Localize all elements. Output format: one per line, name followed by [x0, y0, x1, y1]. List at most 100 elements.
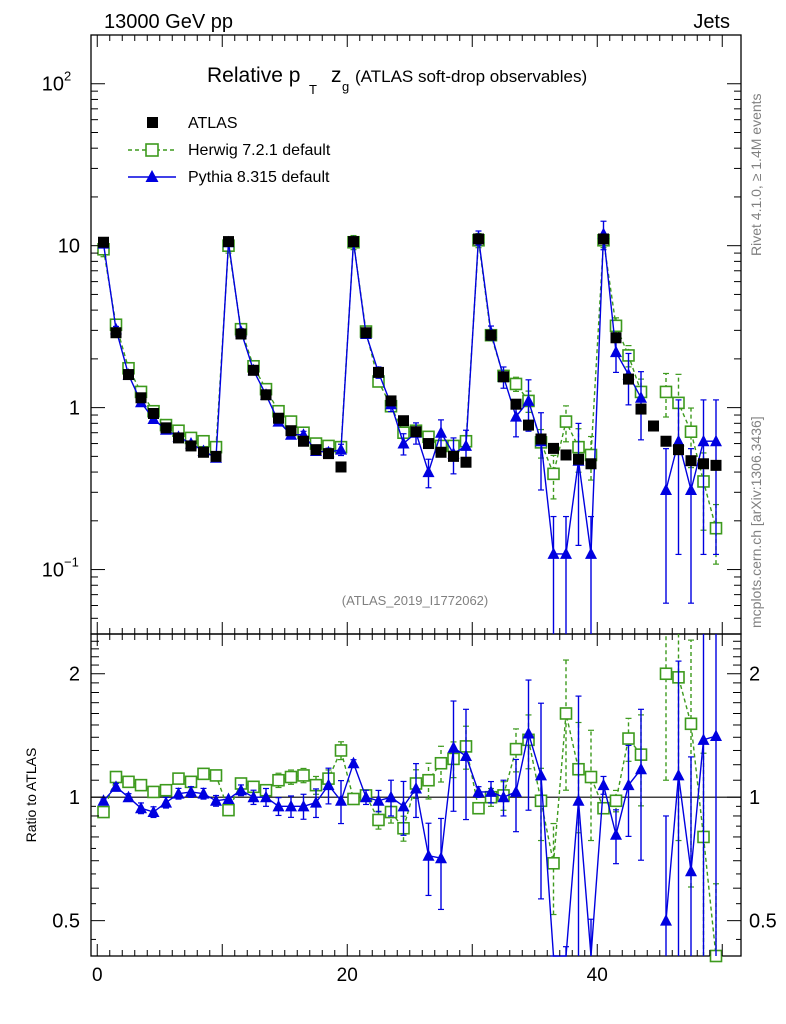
analysis-id: (ATLAS_2019_I1772062)	[342, 593, 488, 608]
herwig-ratio-point	[659, 667, 673, 681]
x-tick-label: 40	[587, 965, 608, 986]
pythia-ratio-point	[435, 851, 447, 864]
herwig-ratio-point	[684, 717, 698, 731]
herwig-ratio-point	[422, 773, 435, 787]
pythia-main-point	[710, 434, 722, 447]
atlas-main-point	[148, 407, 159, 419]
pythia-ratio-point	[472, 785, 485, 797]
pythia-main-point	[460, 439, 472, 451]
atlas-main-point	[110, 327, 122, 339]
atlas-main-point	[573, 453, 584, 465]
pythia-ratio-point	[97, 794, 110, 806]
atlas-main-point	[498, 371, 509, 383]
mcplots-label: mcplots.cern.ch [arXiv:1306.3436]	[748, 416, 764, 628]
pythia-main-point	[610, 345, 622, 358]
atlas-main-point	[298, 435, 309, 447]
herwig-ratio-point	[347, 792, 360, 806]
herwig-main-point	[684, 425, 698, 439]
herwig-ratio-point	[547, 856, 560, 870]
atlas-main-point	[673, 444, 684, 456]
pythia-main-point	[660, 483, 672, 495]
pythia-ratio-point	[110, 780, 122, 792]
atlas-main-point	[260, 389, 272, 401]
pythia-main-point	[522, 394, 535, 406]
legend-label-herwig: Herwig 7.2.1 default	[188, 142, 331, 159]
herwig-ratio-point	[584, 770, 598, 784]
pythia-ratio-point	[297, 799, 310, 812]
herwig-ratio-line	[102, 713, 642, 864]
legend: ATLAS Herwig 7.2.1 default Pythia 8.315 …	[128, 115, 331, 186]
pythia-ratio-point	[210, 794, 222, 806]
pythia-main-point	[435, 426, 447, 438]
herwig-ratio-point	[334, 744, 348, 757]
atlas-main-point	[510, 398, 522, 410]
ratio-y-tick-label: 1	[69, 787, 80, 809]
pythia-ratio-point	[260, 790, 272, 803]
rivet-label: Rivet 4.1.0, ≥ 1.4M events	[748, 93, 764, 256]
atlas-main-series	[98, 233, 722, 473]
pythia-ratio-line	[102, 733, 642, 957]
pythia-ratio-point	[335, 794, 347, 806]
atlas-main-point	[535, 433, 547, 445]
atlas-main-point	[610, 332, 622, 344]
energy-label: 13000 GeV pp	[104, 11, 233, 33]
atlas-main-point	[98, 236, 109, 248]
atlas-main-point	[635, 403, 647, 415]
herwig-main-point	[509, 377, 523, 391]
atlas-main-point	[360, 327, 372, 339]
ratio-y-tick-label-right: 2	[749, 664, 760, 686]
main-y-tick-exponent: 2	[64, 69, 71, 84]
legend-label-atlas: ATLAS	[188, 115, 238, 132]
atlas-main-point	[623, 373, 634, 385]
pythia-main-point	[422, 465, 435, 478]
pythia-ratio-point	[460, 749, 472, 762]
herwig-ratio-point	[209, 769, 223, 782]
herwig-main-point	[559, 415, 573, 428]
atlas-main-point	[435, 446, 447, 458]
pythia-ratio-point	[510, 785, 522, 797]
pythia-ratio-point	[622, 778, 635, 791]
pythia-ratio-point	[360, 790, 372, 803]
pythia-ratio-point	[572, 794, 585, 806]
atlas-main-point	[310, 444, 322, 456]
atlas-main-point	[198, 446, 209, 458]
pythia-ratio-point	[347, 756, 360, 769]
pythia-ratio-point	[522, 726, 535, 739]
atlas-main-point	[685, 455, 697, 467]
pythia-ratio-point	[610, 828, 622, 840]
pythia-ratio-point	[672, 768, 685, 781]
pythia-ratio-point	[172, 787, 185, 799]
main-y-tick-label: 10	[58, 236, 80, 258]
atlas-main-point	[398, 415, 409, 427]
pythia-main-point	[560, 547, 572, 559]
legend-label-pythia: Pythia 8.315 default	[188, 169, 330, 186]
category-label: Jets	[693, 11, 730, 33]
herwig-main-point	[547, 467, 560, 481]
pythia-ratio-point	[447, 741, 460, 753]
pythia-ratio-series	[97, 634, 722, 957]
pythia-main-point	[635, 391, 647, 403]
pythia-ratio-point	[147, 805, 160, 818]
herwig-main-point	[659, 385, 673, 399]
main-y-tick-label: 10	[42, 560, 64, 582]
pythia-ratio-point	[235, 783, 247, 796]
herwig-ratio-point	[509, 742, 523, 756]
legend-marker-herwig	[145, 143, 159, 157]
atlas-main-point	[385, 395, 397, 407]
main-y-tick-exponent: −1	[64, 555, 79, 570]
pythia-main-point	[547, 547, 560, 559]
herwig-ratio-point	[609, 794, 623, 808]
atlas-main-point	[335, 461, 347, 473]
pythia-ratio-point	[135, 801, 147, 814]
x-tick-label: 20	[337, 965, 358, 986]
pythia-ratio-point	[422, 849, 435, 861]
pythia-ratio-point	[660, 914, 672, 926]
atlas-main-point	[348, 236, 359, 248]
ratio-y-tick-label: 0.5	[52, 911, 80, 933]
atlas-main-point	[485, 329, 497, 341]
pythia-main-point	[585, 547, 597, 559]
herwig-ratio-point	[122, 775, 135, 789]
atlas-main-point	[598, 233, 609, 245]
pythia-ratio-point	[597, 778, 610, 791]
herwig-ratio-point	[434, 756, 448, 770]
